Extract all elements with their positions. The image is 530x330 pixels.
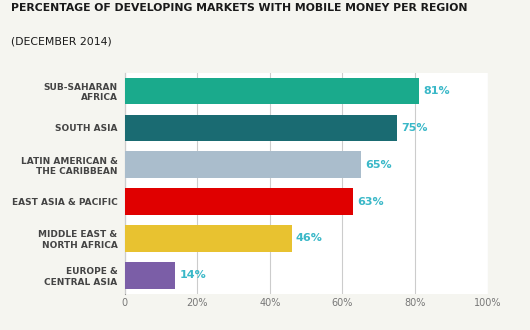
Bar [125,115,397,141]
Bar [125,146,488,183]
Text: 63%: 63% [358,197,384,207]
Bar [125,262,175,288]
Text: PERCENTAGE OF DEVELOPING MARKETS WITH MOBILE MONEY PER REGION: PERCENTAGE OF DEVELOPING MARKETS WITH MO… [11,3,467,13]
Text: 81%: 81% [423,86,449,96]
Bar [125,225,292,252]
Bar [125,110,488,146]
Text: 65%: 65% [365,160,392,170]
Text: 75%: 75% [401,123,428,133]
Bar [125,188,354,215]
Bar [125,183,488,220]
Bar [125,257,488,294]
Text: (DECEMBER 2014): (DECEMBER 2014) [11,36,111,46]
Text: 46%: 46% [296,233,323,244]
Bar [125,220,488,257]
Bar [125,151,360,178]
Bar [125,78,419,104]
Bar [125,73,488,110]
Text: 14%: 14% [180,270,207,280]
